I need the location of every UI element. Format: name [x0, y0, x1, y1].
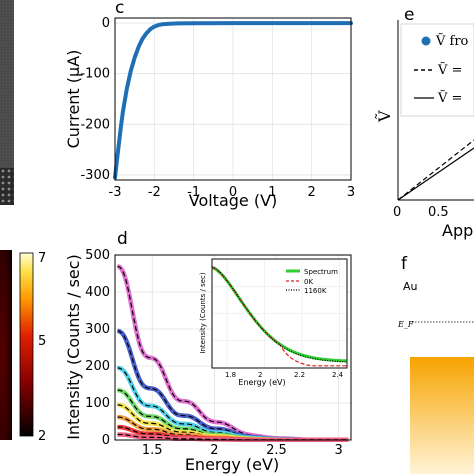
sem-image-dots [0, 168, 14, 205]
chart-c-xtick: 2 [308, 185, 316, 200]
inset-xtick-4: 2.4 [332, 371, 344, 379]
panel-e-legend-box [400, 23, 474, 117]
panel-f-metal-band [410, 357, 474, 474]
chart-d-ytick: 0 [102, 433, 110, 448]
chart-d-xtick: 3 [334, 443, 342, 458]
inset-series [211, 266, 348, 367]
legend-0k: 0K [304, 278, 313, 286]
chart-d-ytick: 500 [85, 248, 110, 263]
panel-f-metal-label: Au [403, 280, 418, 293]
chart-c-xtick: -2 [148, 185, 161, 200]
chart-d-xtick: 1.5 [142, 443, 163, 458]
panel-letter-d: d [117, 229, 128, 249]
chart-d-xtick: 2.5 [266, 443, 287, 458]
emission-map [0, 250, 12, 440]
chart-c-tick-labels: -3 -2 -1 0 1 2 3 0 -100 -200 -300 [80, 16, 355, 200]
inset-grid [212, 259, 347, 368]
chart-d-inset: 1.8 2 2.2 2.4 Energy (eV) Intensity (Cou… [199, 258, 348, 387]
colorbar-tick-2: 2 [38, 429, 46, 444]
chart-d-ytick: 300 [85, 322, 110, 337]
chart-c-xtick: -3 [109, 185, 122, 200]
chart-d-ylabel: Intensity (Counts / sec) [64, 254, 83, 440]
chart-c-ytick: -200 [80, 117, 110, 132]
chart-d-xtick: 2 [210, 443, 218, 458]
colorbar [19, 252, 34, 437]
chart-c-ylabel: Current (μA) [64, 50, 83, 149]
chart-c-grid [114, 18, 352, 180]
panel-f-fermi-label: E_F [397, 320, 414, 329]
legend-spectrum: Spectrum [304, 268, 338, 276]
chart-c-xtick: 0 [229, 185, 237, 200]
panel-e-xtick-0: 0 [393, 205, 401, 220]
chart-c-iv-line [113, 21, 353, 180]
panel-f: f Au E_F [397, 254, 474, 474]
inset-xtick-2: 2 [258, 371, 262, 379]
panel-e-legend-1: Ṽ fro [435, 33, 469, 49]
inset-xtick-1: 1.8 [225, 371, 236, 379]
spectra-chart: d 1.5 2 2.5 3 0 100 200 300 400 500 Energy (eV) I… [64, 229, 352, 474]
chart-c-xlabel: Voltage (V) [189, 191, 278, 210]
panel-e-legend-marker [421, 36, 431, 46]
chart-c-xtick: 3 [347, 185, 355, 200]
chart-c-ytick: -100 [80, 67, 110, 82]
inset-legend: Spectrum 0K 1160K [286, 268, 338, 295]
panel-e-solid-line [397, 147, 474, 201]
inset-xlabel: Energy (eV) [238, 378, 285, 387]
chart-d-frame [114, 254, 352, 441]
chart-c-ytick: -300 [80, 168, 110, 183]
inset-xtick-3: 2.2 [294, 371, 305, 379]
panel-e-legend-2: Ṽ = [437, 62, 462, 78]
panel-e-dashed-line [397, 139, 474, 201]
chart-d-ytick: 100 [85, 396, 110, 411]
colorbar-tick-5: 5 [38, 334, 46, 349]
panel-e: e Ṽ fro Ṽ = Ṽ = Ṽ 0 0.5 App [374, 5, 474, 240]
chart-d-tick-labels: 1.5 2 2.5 3 0 100 200 300 400 500 [85, 248, 343, 458]
panel-letter-e: e [404, 5, 414, 25]
panel-e-xtick-05: 0.5 [428, 205, 449, 220]
inset-ylabel: Intensity (Counts / sec) [199, 272, 207, 353]
inset-frame-outline [211, 258, 348, 369]
panel-letter-c: c [115, 0, 124, 18]
chart-c-xtick: 1 [268, 185, 276, 200]
chart-c-frame [114, 17, 352, 181]
iv-curve-chart: c -3 -2 -1 0 1 2 3 0 -100 -200 -300 Voltage (V) Cu… [64, 0, 355, 210]
chart-d-ytick: 200 [85, 359, 110, 374]
panel-e-ylabel: Ṽ [374, 110, 394, 123]
panel-letter-f: f [401, 254, 408, 274]
microscope-image-panel [0, 0, 14, 205]
chart-c-series [113, 21, 353, 180]
sem-image-texture [0, 0, 14, 168]
chart-c-ytick: 0 [102, 16, 110, 31]
inset-0k-line [211, 267, 347, 367]
panel-e-xlabel: App [442, 221, 473, 240]
heatmap-panel: 7 5 2 [0, 250, 46, 444]
legend-1160k: 1160K [304, 287, 327, 295]
chart-c-xtick: -1 [187, 185, 200, 200]
chart-d-ytick: 400 [85, 285, 110, 300]
colorbar-tick-7: 7 [38, 251, 46, 266]
panel-e-legend-3: Ṽ = [437, 90, 462, 106]
chart-d-xlabel: Energy (eV) [185, 455, 279, 474]
spectrum-fit-1 [117, 330, 349, 441]
